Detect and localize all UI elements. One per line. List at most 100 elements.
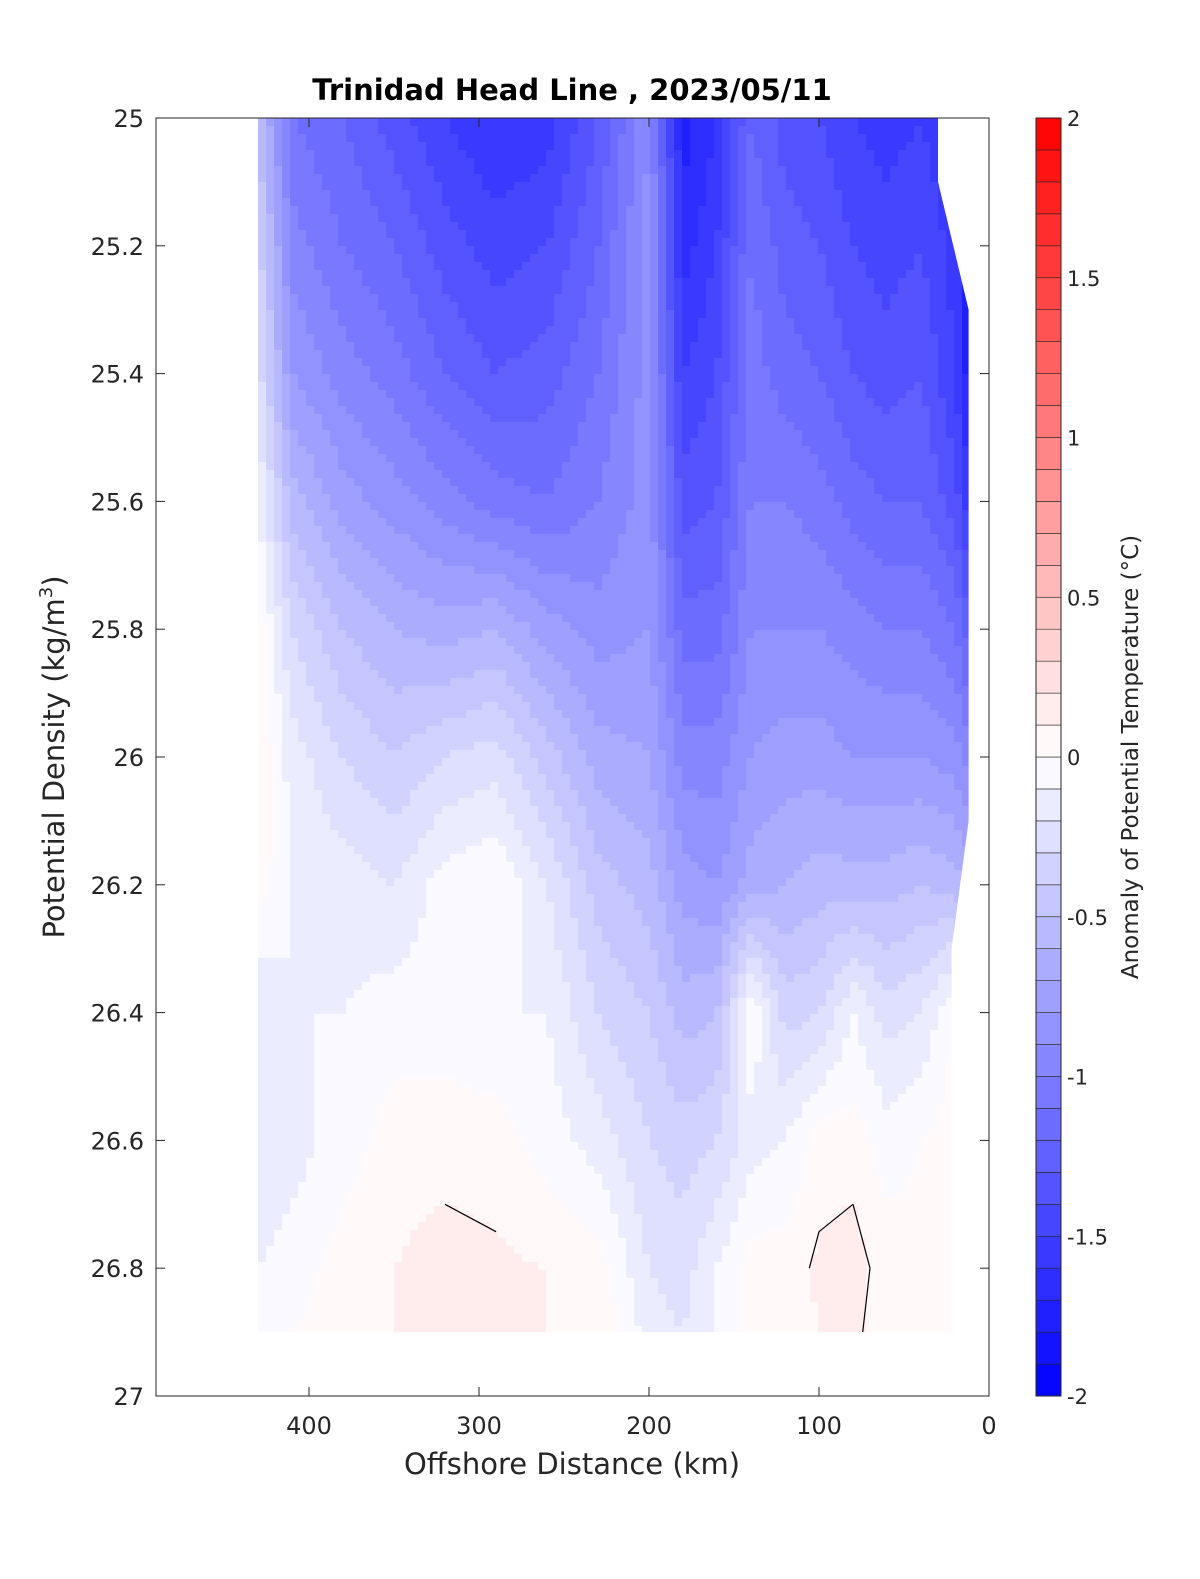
heatmap-cell <box>746 174 755 183</box>
heatmap-cell <box>818 414 827 423</box>
heatmap-cell <box>458 278 467 287</box>
heatmap-cell <box>746 406 755 415</box>
heatmap-cell <box>338 558 347 567</box>
heatmap-cell <box>842 398 851 407</box>
heatmap-cell <box>794 382 803 391</box>
heatmap-cell <box>730 190 739 199</box>
heatmap-cell <box>906 198 915 207</box>
heatmap-cell <box>354 534 363 543</box>
heatmap-cell <box>354 246 363 255</box>
heatmap-cell <box>762 446 771 455</box>
heatmap-cell <box>490 158 499 167</box>
heatmap-cell <box>794 438 803 447</box>
heatmap-cell <box>898 470 907 479</box>
heatmap-cell <box>538 462 547 471</box>
heatmap-cell <box>450 422 459 431</box>
heatmap-cell <box>642 262 651 271</box>
heatmap-cell <box>706 446 715 455</box>
heatmap-cell <box>962 358 969 367</box>
heatmap-cell <box>562 134 571 143</box>
heatmap-cell <box>914 134 923 143</box>
heatmap-cell <box>866 166 875 175</box>
heatmap-cell <box>842 550 851 559</box>
heatmap-cell <box>274 230 283 239</box>
heatmap-cell <box>698 318 707 327</box>
heatmap-cell <box>666 254 675 263</box>
heatmap-cell <box>306 318 315 327</box>
heatmap-cell <box>498 502 507 511</box>
heatmap-cell <box>610 134 619 143</box>
heatmap-cell <box>354 478 363 487</box>
heatmap-cell <box>466 502 475 511</box>
heatmap-cell <box>610 414 619 423</box>
heatmap-cell <box>450 390 459 399</box>
heatmap-cell <box>858 534 867 543</box>
heatmap-cell <box>498 158 507 167</box>
heatmap-cell <box>690 542 699 551</box>
heatmap-cell <box>690 334 699 343</box>
heatmap-cell <box>770 414 779 423</box>
heatmap-cell <box>466 526 475 535</box>
heatmap-cell <box>810 342 819 351</box>
heatmap-cell <box>338 566 347 575</box>
heatmap-cell <box>394 358 403 367</box>
heatmap-cell <box>778 406 787 415</box>
heatmap-cell <box>322 494 331 503</box>
heatmap-cell <box>562 382 571 391</box>
heatmap-cell <box>514 510 523 519</box>
heatmap-cell <box>314 302 323 311</box>
heatmap-cell <box>834 382 843 391</box>
heatmap-cell <box>778 126 787 135</box>
heatmap-cell <box>722 462 731 471</box>
heatmap-cell <box>394 302 403 311</box>
heatmap-cell <box>938 358 947 367</box>
heatmap-cell <box>602 166 611 175</box>
heatmap-cell <box>410 190 419 199</box>
heatmap-cell <box>722 494 731 503</box>
heatmap-cell <box>346 166 355 175</box>
heatmap-cell <box>754 382 763 391</box>
heatmap-cell <box>634 438 643 447</box>
heatmap-cell <box>810 478 819 487</box>
heatmap-cell <box>842 166 851 175</box>
heatmap-cell <box>346 334 355 343</box>
heatmap-cell <box>770 302 779 311</box>
heatmap-cell <box>354 294 363 303</box>
heatmap-cell <box>338 406 347 415</box>
heatmap-cell <box>362 374 371 383</box>
heatmap-cell <box>706 382 715 391</box>
heatmap-cell <box>378 302 387 311</box>
heatmap-cell <box>946 398 955 407</box>
heatmap-cell <box>938 494 947 503</box>
heatmap-cell <box>530 134 539 143</box>
heatmap-cell <box>674 214 683 223</box>
heatmap-cell <box>698 270 707 279</box>
heatmap-cell <box>930 342 939 351</box>
heatmap-cell <box>818 270 827 279</box>
heatmap-cell <box>402 534 411 543</box>
heatmap-cell <box>650 118 659 127</box>
heatmap-cell <box>610 334 619 343</box>
heatmap-cell <box>378 182 387 191</box>
heatmap-cell <box>514 230 523 239</box>
heatmap-cell <box>514 150 523 159</box>
heatmap-cell <box>578 134 587 143</box>
heatmap-cell <box>658 270 667 279</box>
heatmap-cell <box>730 246 739 255</box>
heatmap-cell <box>442 454 451 463</box>
heatmap-cell <box>738 382 747 391</box>
heatmap-cell <box>914 262 923 271</box>
heatmap-cell <box>458 366 467 375</box>
heatmap-cell <box>866 150 875 159</box>
heatmap-cell <box>938 486 947 495</box>
heatmap-cell <box>930 374 939 383</box>
heatmap-cell <box>306 518 315 527</box>
heatmap-cell <box>730 470 739 479</box>
heatmap-cell <box>610 510 619 519</box>
heatmap-cell <box>266 350 275 359</box>
heatmap-cell <box>722 478 731 487</box>
heatmap-cell <box>946 446 955 455</box>
heatmap-cell <box>722 126 731 135</box>
heatmap-cell <box>722 190 731 199</box>
heatmap-cell <box>530 326 539 335</box>
